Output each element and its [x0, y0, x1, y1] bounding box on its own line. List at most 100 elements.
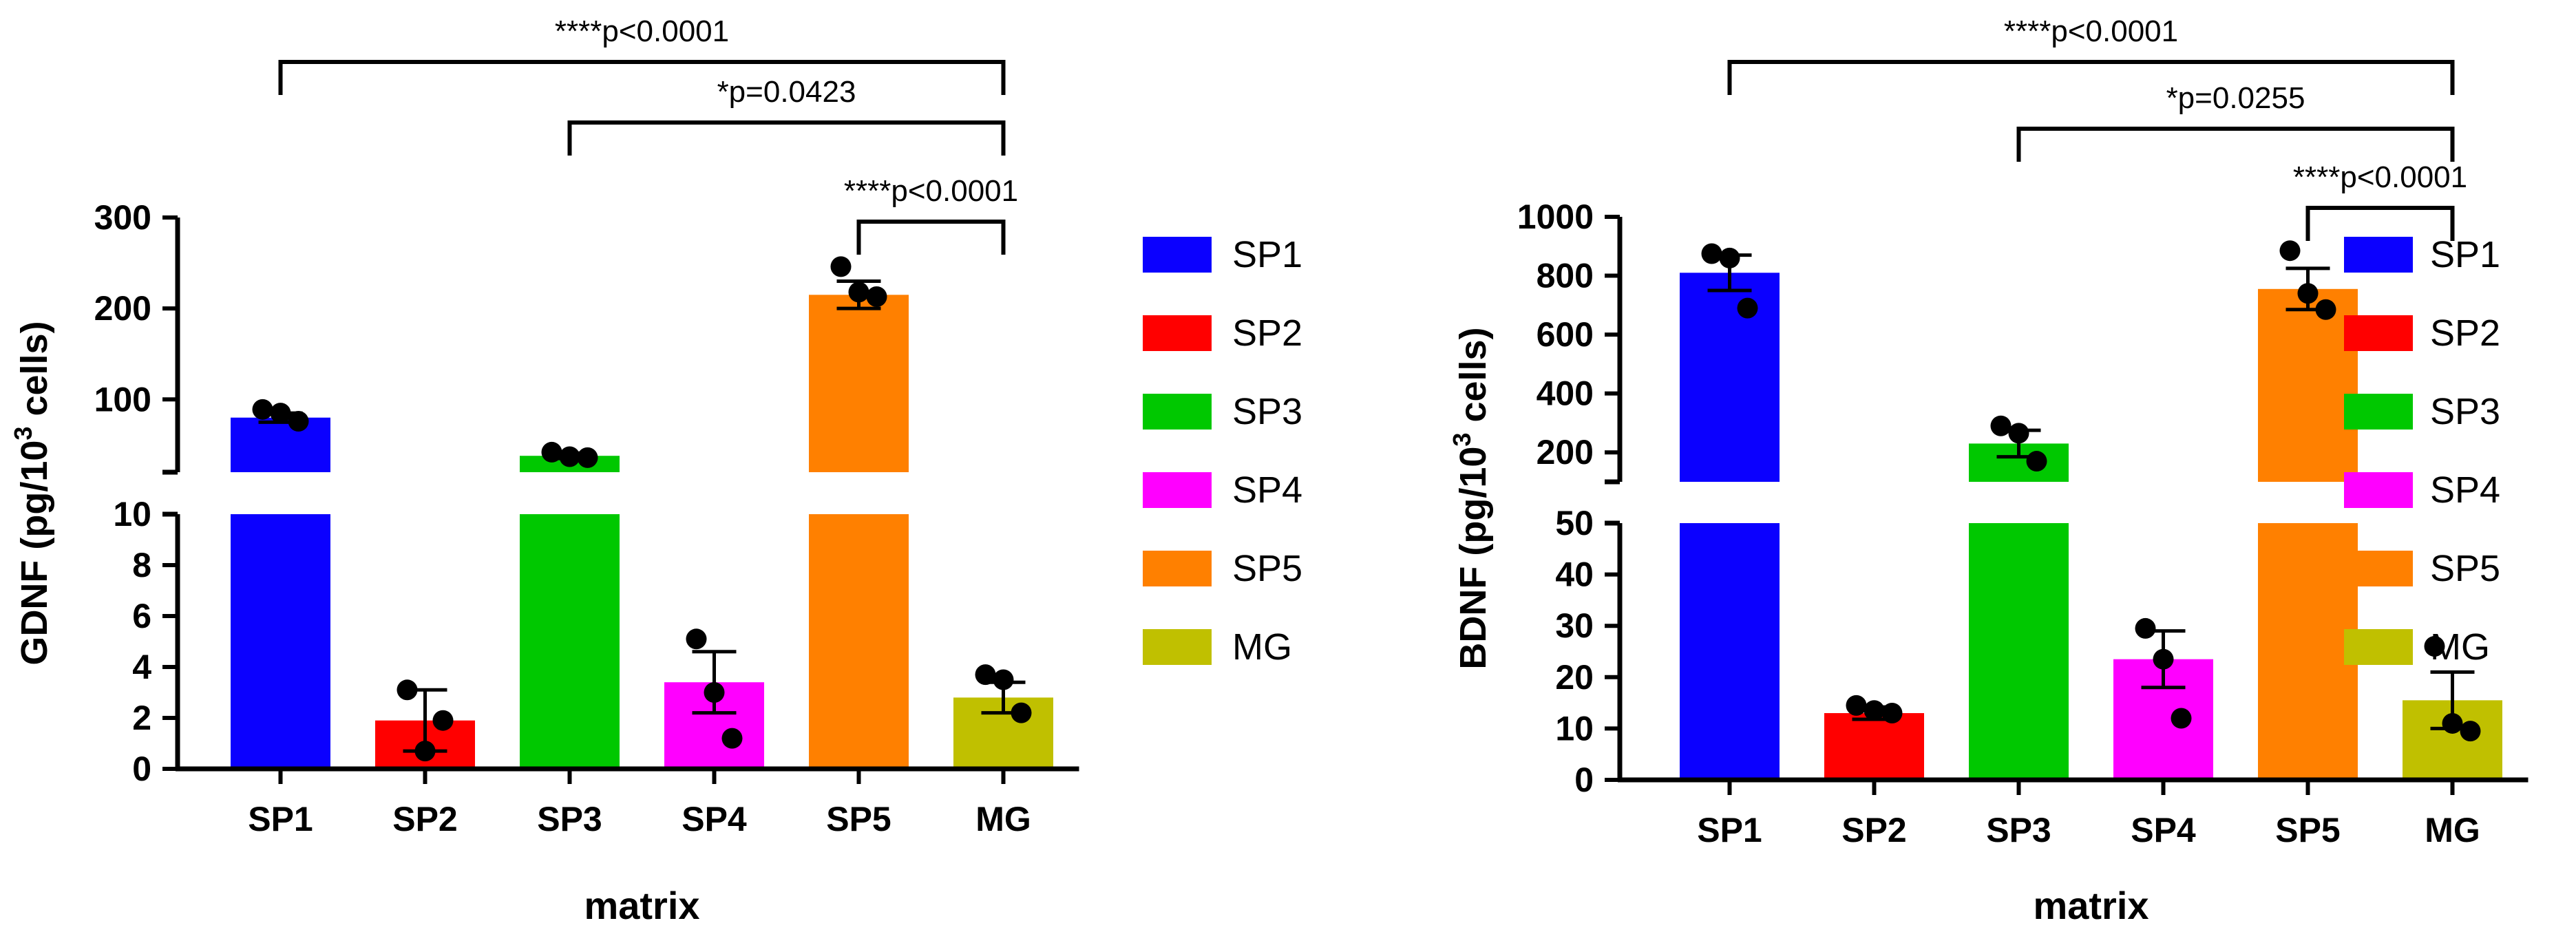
legend-swatch-sp1 [1143, 237, 1212, 273]
legend-label-sp4: SP4 [2430, 469, 2500, 511]
y-tick-label: 50 [1555, 504, 1594, 542]
y-axis-title-main: BDNF (pg/10 [1453, 447, 1494, 670]
legend-label-sp3: SP3 [1232, 391, 1302, 432]
data-point [866, 286, 887, 307]
data-point [414, 741, 436, 762]
y-tick-label: 400 [1537, 374, 1594, 413]
x-tick-label-sp4: SP4 [682, 800, 747, 838]
y-axis-title-sup: 3 [1448, 433, 1476, 447]
y-tick-label: 20 [1555, 658, 1594, 697]
legend-label-sp2: SP2 [2430, 312, 2500, 354]
y-axis-title-tail: cells) [14, 321, 55, 426]
y-tick-label: 2 [132, 699, 151, 737]
data-point [2460, 721, 2481, 742]
legend-label-sp1: SP1 [2430, 234, 2500, 275]
data-point [1701, 243, 1722, 264]
data-point [1990, 415, 2012, 436]
data-point [2424, 636, 2445, 657]
y-axis-title-main: GDNF (pg/10 [14, 441, 55, 666]
data-point [2171, 708, 2192, 729]
y-tick-label: 40 [1555, 555, 1594, 594]
data-point [432, 710, 454, 731]
legend-label-sp2: SP2 [1232, 312, 1302, 354]
data-point [2026, 451, 2047, 472]
chart-panel-gdnf: 0 2 4 6 8 10 100 200 300 SP1 SP2 SP3 SP4 SP5 MG matrix G… [9, 14, 1302, 927]
y-axis-title: GDNF (pg/103 cells) [9, 321, 55, 665]
data-point [2297, 283, 2319, 304]
data-point [1011, 702, 1032, 723]
legend-swatch-sp1 [2344, 237, 2413, 273]
legend-label-sp5: SP5 [1232, 548, 1302, 589]
significance-label: *p=0.0423 [717, 75, 856, 109]
data-point [559, 446, 580, 467]
data-point [2442, 712, 2463, 734]
x-tick-label-sp2: SP2 [392, 800, 458, 838]
legend-label-sp4: SP4 [1232, 469, 1302, 511]
legend-swatch-mg [1143, 629, 1212, 665]
data-point [848, 282, 869, 303]
bar-sp1-upper [231, 417, 330, 472]
x-tick-label-sp1: SP1 [1697, 811, 1762, 849]
data-point [397, 679, 418, 701]
y-tick-label: 100 [94, 380, 151, 418]
legend-label-mg: MG [1232, 626, 1292, 668]
y-tick-label: 600 [1537, 315, 1594, 354]
legend-swatch-sp2 [1143, 315, 1212, 351]
y-tick-label: 10 [113, 495, 151, 533]
x-tick-label-mg: MG [2425, 811, 2480, 849]
bar-sp2 [1824, 713, 1924, 780]
data-point [686, 628, 707, 650]
data-point [577, 447, 598, 468]
bar-sp1-lower [231, 514, 330, 769]
y-axis-title-tail: cells) [1453, 327, 1494, 432]
data-point [2315, 299, 2336, 320]
y-tick-label: 4 [132, 648, 151, 686]
data-point [270, 403, 291, 424]
significance-label: *p=0.0255 [2166, 81, 2305, 115]
data-point [2279, 240, 2301, 262]
data-point [1846, 695, 1867, 716]
significance-bracket [856, 220, 1006, 255]
bar-sp1-lower [1680, 523, 1780, 780]
legend-swatch-sp3 [2344, 394, 2413, 430]
x-tick-label-sp3: SP3 [537, 800, 602, 838]
significance-label: ****p<0.0001 [844, 174, 1018, 208]
bar-sp3-lower [1969, 523, 2069, 780]
significance-label: ****p<0.0001 [2293, 160, 2467, 194]
legend-label-mg: MG [2430, 626, 2490, 668]
legend-swatch-sp5 [2344, 551, 2413, 586]
data-point [288, 411, 309, 432]
significance-label: ****p<0.0001 [2004, 14, 2178, 48]
x-tick-label-sp2: SP2 [1841, 811, 1907, 849]
y-tick-label: 300 [94, 198, 151, 237]
y-tick-label: 30 [1555, 606, 1594, 645]
chart-panel-bdnf: 0 10 20 30 40 50 200 400 600 800 1000 SP1 SP2 SP3 SP4 S… [1448, 14, 2529, 927]
x-tick-label-mg: MG [975, 800, 1031, 838]
data-point [2153, 648, 2174, 670]
x-tick-label-sp3: SP3 [1986, 811, 2051, 849]
y-tick-label: 200 [94, 289, 151, 328]
legend-swatch-sp4 [1143, 472, 1212, 508]
y-tick-label: 6 [132, 597, 151, 635]
bar-sp1-upper [1680, 273, 1780, 482]
bar-sp5-lower [809, 514, 909, 769]
y-axis-title: BDNF (pg/103 cells) [1448, 327, 1494, 669]
x-tick-label-sp4: SP4 [2131, 811, 2196, 849]
data-point [1881, 703, 1903, 724]
legend-swatch-mg [2344, 629, 2413, 665]
significance-bracket [278, 60, 1006, 95]
x-tick-label-sp5: SP5 [2275, 811, 2341, 849]
bar-sp5-upper [809, 295, 909, 472]
y-tick-label: 800 [1537, 257, 1594, 295]
data-point [721, 728, 743, 749]
data-point [252, 399, 273, 420]
data-point [704, 682, 725, 703]
legend-swatch-sp5 [1143, 551, 1212, 586]
y-tick-label: 0 [132, 750, 151, 788]
data-point [830, 256, 852, 277]
data-point [1864, 700, 1885, 721]
legend-label-sp5: SP5 [2430, 548, 2500, 589]
data-point [975, 664, 996, 686]
data-point [1737, 297, 1758, 319]
data-point [541, 441, 562, 463]
